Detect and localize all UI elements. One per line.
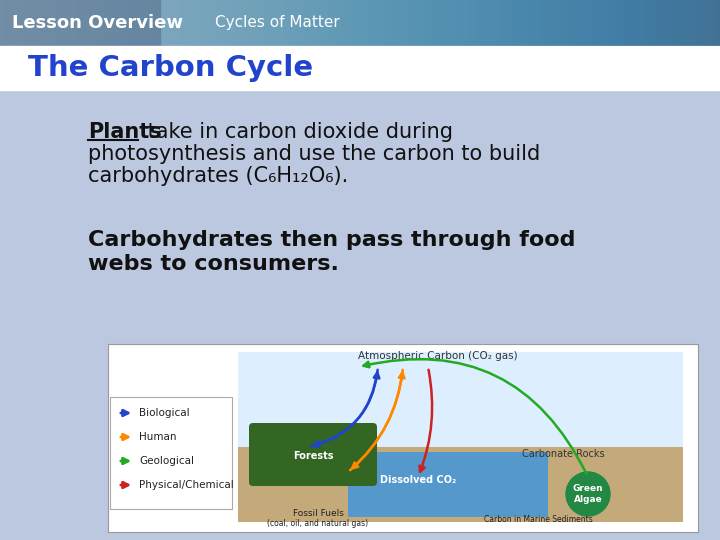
Text: Carbon in Marine Sediments: Carbon in Marine Sediments [484, 516, 593, 524]
FancyBboxPatch shape [108, 344, 698, 532]
Text: carbohydrates (C₆H₁₂O₆).: carbohydrates (C₆H₁₂O₆). [88, 166, 348, 186]
Text: Green
Algae: Green Algae [572, 484, 603, 504]
Circle shape [566, 472, 610, 516]
Text: Dissolved CO₂: Dissolved CO₂ [380, 475, 456, 485]
Text: Fossil Fuels: Fossil Fuels [292, 510, 343, 518]
FancyBboxPatch shape [238, 447, 683, 522]
Text: Atmospheric Carbon (CO₂ gas): Atmospheric Carbon (CO₂ gas) [358, 351, 518, 361]
Text: take in carbon dioxide during: take in carbon dioxide during [141, 122, 453, 142]
Text: The Carbon Cycle: The Carbon Cycle [28, 54, 313, 82]
Text: photosynthesis and use the carbon to build: photosynthesis and use the carbon to bui… [88, 144, 540, 164]
Text: Physical/Chemical: Physical/Chemical [139, 480, 234, 490]
FancyBboxPatch shape [348, 452, 548, 517]
Text: Lesson Overview: Lesson Overview [12, 14, 183, 32]
Text: Biological: Biological [139, 408, 189, 418]
Text: Carbonate Rocks: Carbonate Rocks [522, 449, 604, 459]
Text: (coal, oil, and natural gas): (coal, oil, and natural gas) [267, 518, 369, 528]
Text: Geological: Geological [139, 456, 194, 466]
Text: Human: Human [139, 432, 176, 442]
FancyBboxPatch shape [249, 423, 377, 486]
Text: Carbohydrates then pass through food: Carbohydrates then pass through food [88, 230, 575, 250]
FancyBboxPatch shape [238, 352, 683, 462]
Text: Plants: Plants [88, 122, 162, 142]
Text: Cycles of Matter: Cycles of Matter [215, 16, 340, 30]
Text: webs to consumers.: webs to consumers. [88, 254, 339, 274]
Text: Forests: Forests [293, 451, 333, 461]
FancyBboxPatch shape [110, 397, 232, 509]
